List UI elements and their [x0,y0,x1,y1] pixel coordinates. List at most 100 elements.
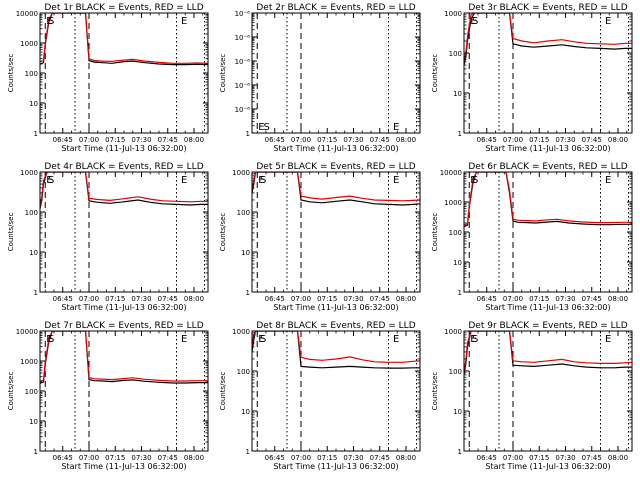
marker-label: S [48,16,54,27]
y-axis-label: Counts/sec [7,213,15,252]
y-tick-label: 10000 [16,328,38,336]
y-axis-label: Counts/sec [431,54,439,93]
y-tick-label: 100 [449,368,462,376]
marker-label: E [181,334,187,345]
y-axis-label: Counts/sec [431,372,439,411]
series-line-lld [40,13,208,64]
x-tick-label: 07:45 [370,136,390,144]
plot-frame [463,330,633,452]
y-tick-label: 10 [453,259,462,267]
panel-title: Det 8r BLACK = Events, RED = LLD [256,321,415,331]
detector-panel-9: Det 9r BLACK = Events, RED = LLD 1 10 100 10… [431,321,633,471]
y-tick-label: 1 [458,130,462,138]
x-axis-label: Start Time (11-Jul-13 06:32:00) [61,462,186,471]
x-tick-label: 06:45 [477,136,497,144]
y-tick-label: 10 [29,418,38,426]
detector-panel-1: Det 1r BLACK = Events, RED = LLD 1 10 100 10… [7,3,209,153]
marker-label: E [605,16,611,27]
x-tick-label: 06:45 [477,454,497,462]
series-line-lld [464,13,632,63]
series-line-lld [464,331,632,372]
marker-label: E [470,16,476,27]
x-tick-label: 08:00 [184,295,204,303]
x-tick-label: 07:30 [131,136,151,144]
series-line-events [252,331,420,369]
y-tick-label: 1 [34,130,38,138]
x-tick-label: 07:00 [79,295,99,303]
y-axis-label: Counts/sec [219,54,227,93]
series-line-events [40,172,208,209]
marker-label: S [472,16,478,27]
detector-panel-3: Det 3r BLACK = Events, RED = LLD 1 10 100 10… [431,3,633,153]
plot-frame [39,12,209,134]
panel-title: Det 6r BLACK = Events, RED = LLD [468,162,627,172]
series-line-events [464,331,632,375]
y-tick-label: 10⁻⁶ [235,34,251,42]
marker-label: S [472,175,478,186]
plot-frame [463,12,633,134]
y-tick-label: 100 [237,368,250,376]
marker-label: E [393,122,399,133]
detector-panel-6: Det 6r BLACK = Events, RED = LLD 1 10 100 10… [431,162,633,312]
x-tick-label: 07:00 [79,136,99,144]
x-tick-label: 07:45 [158,295,178,303]
y-tick-label: 10 [453,408,462,416]
series-line-events [464,13,632,66]
y-tick-label: 10⁻⁶ [235,58,251,66]
panel-title: Det 1r BLACK = Events, RED = LLD [44,3,203,13]
marker-label: S [264,122,270,133]
marker-label: E [258,334,264,345]
y-tick-label: 1000 [20,40,38,48]
y-tick-label: 10 [241,408,250,416]
x-tick-label: 06:45 [265,295,285,303]
x-tick-label: 07:15 [105,136,125,144]
y-axis-label: Counts/sec [219,213,227,252]
marker-label: E [393,334,399,345]
y-tick-label: 1 [246,130,250,138]
x-tick-label: 07:45 [158,454,178,462]
x-tick-label: 08:00 [396,136,416,144]
x-tick-label: 06:45 [477,295,497,303]
y-tick-label: 1 [458,289,462,297]
detector-panel-2: Det 2r BLACK = Events, RED = LLD 1 10⁻⁶ 10⁻… [219,3,421,153]
detector-panel-7: Det 7r BLACK = Events, RED = LLD 1 10 100 10… [7,321,209,471]
y-tick-label: 1000 [20,169,38,177]
y-axis-label: Counts/sec [219,372,227,411]
x-tick-label: 06:45 [53,454,73,462]
x-tick-label: 07:30 [343,295,363,303]
x-tick-label: 07:45 [370,295,390,303]
x-tick-label: 07:00 [503,295,523,303]
y-tick-label: 1000 [444,328,462,336]
plot-frame [39,171,209,293]
marker-label: E [605,175,611,186]
x-axis-label: Start Time (11-Jul-13 06:32:00) [61,303,186,312]
x-tick-label: 07:45 [158,136,178,144]
marker-label: S [48,175,54,186]
marker-label: S [260,175,266,186]
x-tick-label: 07:00 [79,454,99,462]
y-tick-label: 100 [25,70,38,78]
x-tick-label: 07:15 [529,136,549,144]
y-tick-label: 10⁻⁶ [235,106,251,114]
x-tick-label: 07:00 [291,295,311,303]
plot-frame [251,171,421,293]
x-tick-label: 07:15 [105,454,125,462]
x-tick-label: 07:45 [582,136,602,144]
y-tick-label: 1 [34,289,38,297]
x-tick-label: 07:00 [503,136,523,144]
x-tick-label: 08:00 [396,454,416,462]
y-tick-label: 10⁻⁶ [235,82,251,90]
series-line-lld [252,331,420,363]
panel-title: Det 7r BLACK = Events, RED = LLD [44,321,203,331]
y-tick-label: 1 [246,448,250,456]
x-tick-label: 06:45 [265,136,285,144]
marker-label: E [46,16,52,27]
x-tick-label: 07:30 [555,295,575,303]
x-axis-label: Start Time (11-Jul-13 06:32:00) [485,303,610,312]
detector-panel-4: Det 4r BLACK = Events, RED = LLD 1 10 100 10… [7,162,209,312]
x-axis-label: Start Time (11-Jul-13 06:32:00) [273,144,398,153]
marker-label: E [258,175,264,186]
y-tick-label: 1000 [232,328,250,336]
marker-label: E [46,334,52,345]
